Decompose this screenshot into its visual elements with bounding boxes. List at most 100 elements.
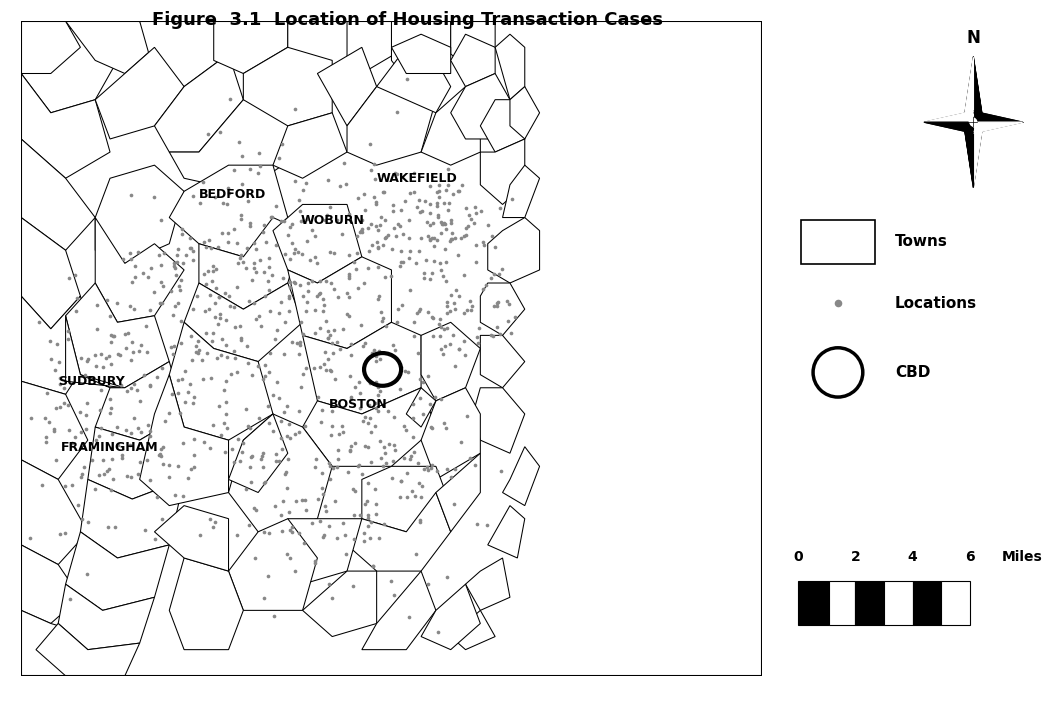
Point bbox=[59, 326, 76, 337]
Point bbox=[151, 297, 168, 308]
Point bbox=[255, 266, 272, 277]
Point bbox=[311, 287, 328, 298]
Point bbox=[422, 219, 439, 230]
Point bbox=[108, 421, 125, 432]
Point bbox=[453, 180, 470, 191]
Point bbox=[42, 353, 59, 364]
Point bbox=[323, 365, 340, 377]
Text: 2: 2 bbox=[851, 551, 860, 565]
Point bbox=[45, 424, 62, 435]
Point bbox=[451, 344, 468, 355]
Point bbox=[225, 301, 242, 313]
Point bbox=[360, 246, 377, 257]
Point bbox=[314, 306, 331, 317]
Point bbox=[104, 473, 121, 484]
Point bbox=[412, 374, 428, 385]
Point bbox=[341, 249, 358, 260]
Point bbox=[201, 514, 218, 525]
Text: SUDBURY: SUDBURY bbox=[58, 375, 125, 388]
Point bbox=[150, 449, 167, 460]
Point bbox=[215, 197, 232, 208]
Point bbox=[326, 325, 343, 336]
Point bbox=[245, 257, 262, 268]
Point bbox=[376, 441, 393, 453]
Point bbox=[405, 316, 422, 327]
Point bbox=[79, 353, 96, 365]
Point bbox=[118, 386, 135, 397]
Point bbox=[348, 264, 365, 275]
Point bbox=[479, 220, 496, 231]
Point bbox=[486, 301, 503, 312]
Point bbox=[260, 417, 277, 429]
Polygon shape bbox=[347, 73, 436, 165]
Point bbox=[122, 354, 139, 365]
Point bbox=[413, 491, 430, 503]
Point bbox=[375, 239, 391, 251]
Point bbox=[122, 439, 139, 451]
Point bbox=[399, 467, 416, 478]
Point bbox=[293, 382, 310, 393]
Point bbox=[371, 220, 388, 231]
Point bbox=[171, 280, 188, 291]
Point bbox=[132, 339, 149, 351]
Point bbox=[260, 570, 277, 582]
Point bbox=[201, 304, 218, 315]
Point bbox=[321, 201, 338, 213]
Text: WAKEFIELD: WAKEFIELD bbox=[377, 172, 458, 184]
Point bbox=[446, 232, 463, 244]
Point bbox=[320, 175, 336, 186]
Point bbox=[165, 260, 182, 272]
Point bbox=[73, 472, 90, 483]
Point bbox=[234, 447, 251, 458]
Point bbox=[304, 225, 321, 236]
Point bbox=[386, 411, 403, 422]
Point bbox=[252, 254, 269, 265]
Point bbox=[431, 318, 448, 329]
Point bbox=[52, 401, 69, 413]
Point bbox=[322, 246, 339, 258]
Point bbox=[287, 175, 304, 186]
Point bbox=[135, 369, 152, 380]
Polygon shape bbox=[973, 122, 1023, 133]
Point bbox=[371, 385, 388, 396]
Point bbox=[213, 350, 230, 361]
Point bbox=[95, 469, 112, 480]
Point bbox=[430, 211, 446, 222]
Point bbox=[225, 223, 242, 234]
Polygon shape bbox=[154, 505, 229, 571]
Point bbox=[289, 337, 306, 348]
Point bbox=[400, 253, 417, 264]
Point bbox=[218, 339, 235, 351]
Point bbox=[321, 458, 338, 469]
Point bbox=[242, 422, 259, 434]
Point bbox=[324, 421, 341, 432]
Polygon shape bbox=[347, 21, 406, 73]
Point bbox=[169, 374, 186, 385]
Point bbox=[268, 201, 285, 212]
Point bbox=[172, 408, 189, 419]
Point bbox=[206, 312, 223, 323]
Polygon shape bbox=[488, 505, 525, 558]
Point bbox=[93, 422, 110, 434]
Point bbox=[385, 199, 402, 210]
Point bbox=[152, 277, 169, 288]
Point bbox=[272, 296, 289, 308]
Point bbox=[242, 451, 259, 463]
Point bbox=[349, 193, 366, 204]
Point bbox=[242, 163, 259, 174]
Point bbox=[443, 472, 460, 483]
Point bbox=[375, 170, 391, 181]
Point bbox=[168, 256, 185, 268]
Point bbox=[347, 485, 364, 496]
Point bbox=[384, 455, 401, 467]
Point bbox=[438, 223, 455, 234]
Point bbox=[223, 368, 240, 379]
Point bbox=[194, 355, 211, 366]
Point bbox=[260, 400, 277, 411]
Polygon shape bbox=[973, 57, 983, 122]
Point bbox=[376, 186, 393, 197]
Point bbox=[269, 324, 286, 335]
Point bbox=[361, 399, 378, 410]
Point bbox=[219, 182, 236, 194]
Polygon shape bbox=[480, 100, 525, 152]
